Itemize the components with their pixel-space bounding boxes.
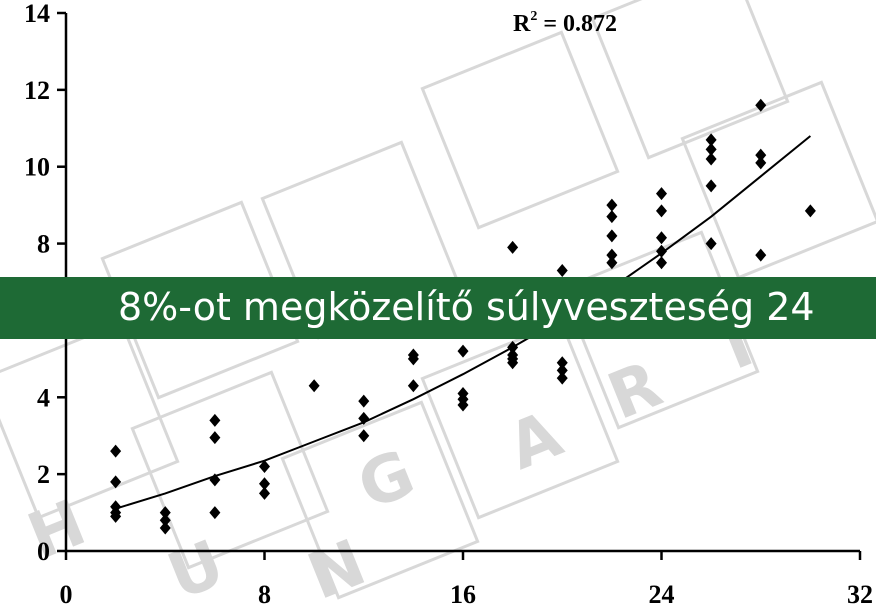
- watermark-tile: [420, 30, 620, 230]
- data-point: [556, 371, 568, 385]
- data-point: [606, 210, 618, 224]
- x-tick-label: 8: [258, 580, 271, 609]
- data-point: [755, 156, 767, 170]
- watermark-letter: U: [158, 527, 234, 610]
- x-tick-label: 0: [60, 580, 73, 609]
- data-point: [159, 506, 171, 520]
- watermark-letter: G: [348, 437, 424, 525]
- banner-text: 8%-ot megközelítő súlyveszteség 24: [118, 285, 815, 329]
- data-point: [358, 429, 370, 443]
- data-point: [358, 411, 370, 425]
- y-tick-label: 2: [37, 460, 50, 489]
- r-squared-exponent: 2: [530, 9, 537, 24]
- trendline: [115, 135, 812, 510]
- x-tick-label: 16: [450, 580, 476, 609]
- r-squared-prefix: R: [513, 11, 531, 37]
- data-point: [110, 475, 122, 489]
- y-tick-label: 14: [24, 0, 50, 28]
- watermark-letter: R: [598, 348, 671, 435]
- y-tick-label: 10: [24, 153, 50, 182]
- y-tick-label: 0: [37, 537, 50, 566]
- watermark-tile: [420, 320, 620, 520]
- data-point: [556, 263, 568, 277]
- data-point: [556, 363, 568, 377]
- r-squared-annotation: R2 = 0.872: [513, 9, 617, 37]
- data-point: [110, 444, 122, 458]
- data-point: [259, 477, 270, 491]
- x-tick-label: 32: [847, 580, 873, 609]
- data-point: [755, 248, 767, 262]
- data-point: [606, 229, 618, 243]
- y-tick-label: 4: [37, 383, 50, 412]
- data-point: [705, 152, 717, 166]
- data-point: [358, 394, 370, 408]
- data-point: [159, 521, 171, 535]
- data-point: [457, 398, 469, 412]
- trendline-group: [115, 135, 812, 510]
- data-point: [656, 244, 667, 258]
- data-point: [110, 509, 122, 523]
- data-point: [457, 344, 469, 358]
- data-point: [209, 506, 221, 520]
- axes: 0246810121408162432: [24, 0, 873, 609]
- data-points: [110, 98, 816, 535]
- data-point: [209, 431, 221, 445]
- data-point: [705, 133, 717, 147]
- data-point: [656, 231, 667, 245]
- x-tick-label: 24: [649, 580, 675, 609]
- data-point: [656, 256, 667, 270]
- data-point: [705, 179, 717, 193]
- data-point: [259, 486, 270, 500]
- r-squared-value: = 0.872: [537, 11, 617, 37]
- data-point: [407, 379, 419, 393]
- watermark-tile: [0, 320, 180, 520]
- watermark-tile: [130, 370, 330, 570]
- y-tick-label: 12: [24, 76, 50, 105]
- data-point: [705, 237, 717, 251]
- data-point: [308, 379, 320, 393]
- y-tick-label: 8: [37, 230, 50, 259]
- data-point: [755, 98, 767, 112]
- caption-banner: 8%-ot megközelítő súlyveszteség 24: [0, 277, 876, 339]
- watermark-tile: [680, 80, 876, 280]
- watermark-tile: [280, 400, 480, 600]
- watermark-letter: N: [298, 526, 375, 610]
- data-point: [606, 198, 618, 212]
- data-point: [606, 256, 618, 270]
- data-point: [556, 356, 568, 370]
- data-point: [159, 513, 171, 527]
- data-point: [507, 356, 519, 370]
- data-point: [209, 473, 221, 487]
- data-point: [507, 340, 519, 354]
- data-point: [804, 204, 816, 218]
- data-point: [259, 459, 270, 473]
- watermark-letter: A: [498, 397, 572, 484]
- data-point: [606, 248, 618, 262]
- data-point: [656, 187, 667, 201]
- data-point: [507, 240, 519, 254]
- data-point: [407, 352, 419, 366]
- data-point: [755, 148, 767, 162]
- data-point: [656, 204, 667, 218]
- data-point: [209, 413, 221, 427]
- data-point: [705, 142, 717, 156]
- watermark-tile: [590, 0, 790, 160]
